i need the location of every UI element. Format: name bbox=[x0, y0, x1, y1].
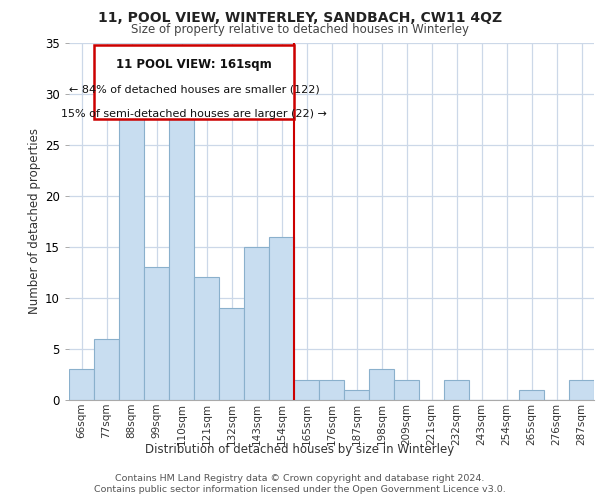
Text: Contains public sector information licensed under the Open Government Licence v3: Contains public sector information licen… bbox=[94, 485, 506, 494]
Bar bbox=[294, 380, 319, 400]
Bar bbox=[219, 308, 244, 400]
Bar bbox=[194, 278, 219, 400]
Bar bbox=[94, 44, 294, 119]
Text: 11 POOL VIEW: 161sqm: 11 POOL VIEW: 161sqm bbox=[116, 58, 272, 71]
Bar bbox=[569, 380, 594, 400]
Bar bbox=[319, 380, 344, 400]
Bar bbox=[144, 267, 169, 400]
Bar bbox=[519, 390, 544, 400]
Bar bbox=[344, 390, 369, 400]
Bar bbox=[244, 247, 269, 400]
Bar bbox=[94, 338, 119, 400]
Text: Contains HM Land Registry data © Crown copyright and database right 2024.: Contains HM Land Registry data © Crown c… bbox=[115, 474, 485, 483]
Bar bbox=[444, 380, 469, 400]
Bar bbox=[169, 114, 194, 400]
Bar bbox=[369, 370, 394, 400]
Text: Size of property relative to detached houses in Winterley: Size of property relative to detached ho… bbox=[131, 22, 469, 36]
Text: 15% of semi-detached houses are larger (22) →: 15% of semi-detached houses are larger (… bbox=[61, 109, 327, 119]
Text: 11, POOL VIEW, WINTERLEY, SANDBACH, CW11 4QZ: 11, POOL VIEW, WINTERLEY, SANDBACH, CW11… bbox=[98, 11, 502, 25]
Text: Distribution of detached houses by size in Winterley: Distribution of detached houses by size … bbox=[145, 442, 455, 456]
Y-axis label: Number of detached properties: Number of detached properties bbox=[28, 128, 41, 314]
Bar bbox=[394, 380, 419, 400]
Bar bbox=[119, 104, 144, 400]
Text: ← 84% of detached houses are smaller (122): ← 84% of detached houses are smaller (12… bbox=[68, 84, 319, 94]
Bar bbox=[69, 370, 94, 400]
Bar bbox=[269, 236, 294, 400]
